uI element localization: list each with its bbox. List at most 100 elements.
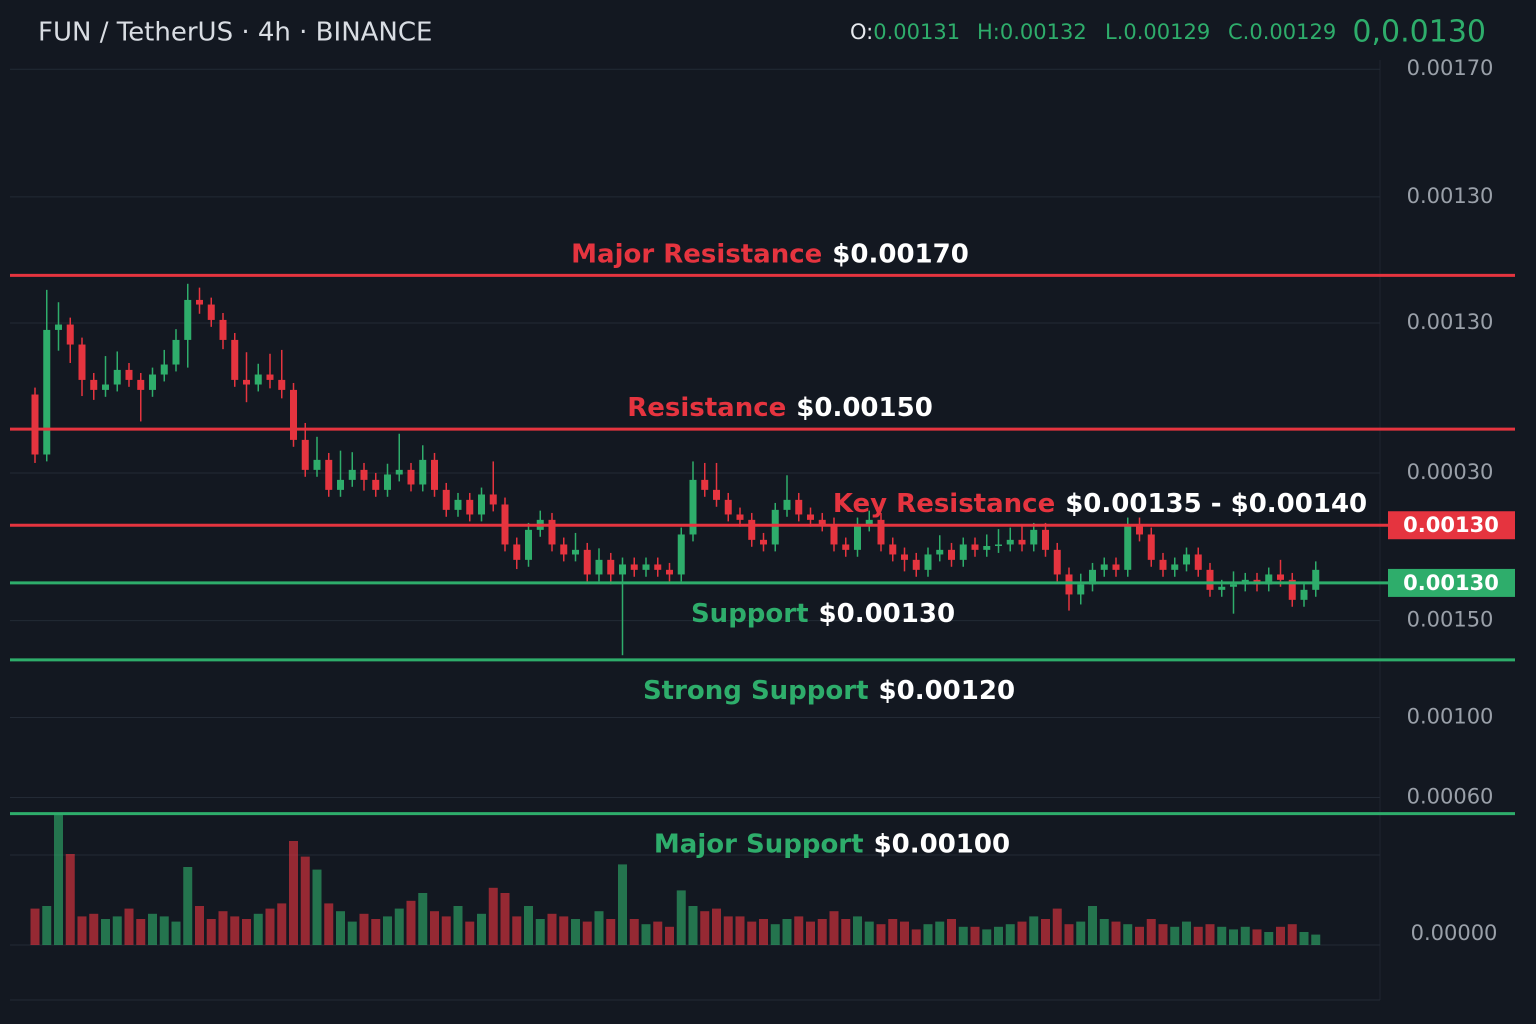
candle-body [1183,554,1190,565]
volume-bar [54,815,63,945]
candle-body [595,559,603,575]
volume-bar [524,906,533,945]
price-tag [1388,511,1515,540]
volume-bar [1193,926,1203,945]
ohlc-legend: O:0.00131 [850,20,960,44]
candle-body [865,519,873,525]
candle-body [901,554,908,560]
candle-body [1277,574,1284,580]
volume-bar [324,903,334,945]
volume-bar [1052,908,1062,945]
volume-bar [1029,916,1039,945]
level-name: Support [691,598,809,628]
level-price: $0.00130 [819,598,956,628]
candle-body [1065,574,1073,595]
volume-bar [1041,919,1050,945]
candle-body [431,459,438,490]
candle-body [654,564,662,570]
y-tick-label: 0.00100 [1407,704,1494,728]
volume-bar [1299,932,1309,945]
volume-bar [641,924,651,945]
candle-body [583,549,591,575]
candle-body [1053,549,1061,575]
ohlc-key: C. [1228,20,1249,44]
volume-bar [183,867,193,945]
candle-body [419,459,427,485]
candle-body [666,569,673,575]
volume-bar [218,911,228,945]
candle-body [160,364,168,375]
volume-bar [994,926,1003,945]
level-price: $0.00100 [874,829,1011,859]
volume-bar [900,921,909,945]
volume-bar [1217,926,1227,945]
candle-body [337,479,344,490]
volume-bar [1182,921,1191,945]
volume-bar [347,921,357,945]
volume-bar [1064,924,1074,945]
volume-bar [465,921,475,945]
candle-body [795,499,803,515]
volume-bar [406,900,416,945]
volume-bar [65,854,75,945]
candle-body [137,379,145,390]
candle-body [701,479,709,490]
y-tick-label: 0.00030 [1407,460,1494,484]
candle-body [90,379,98,390]
candle-body [1089,569,1096,585]
candle-body [102,384,109,390]
volume-bar [206,919,216,945]
volume-bar [794,916,804,945]
volume-bar [700,911,710,945]
ohlc-key: O: [850,20,873,44]
candle-body [525,529,532,560]
y-tick-label: 0.00130 [1407,184,1494,208]
candle-body [290,389,297,440]
candle-body [971,544,979,550]
y-tick-label: 0.00130 [1407,310,1494,334]
candle-body [31,394,39,455]
candle-body [995,544,1002,547]
candle-body [348,469,356,480]
candle-body [959,544,967,560]
candle-body [771,509,779,545]
level-name: Strong Support [643,675,869,705]
candle-body [1265,574,1273,585]
candle-body [948,549,955,560]
volume-bar [430,911,439,945]
candle-body [936,549,944,555]
ohlc-value: 0.00129 [1123,20,1210,44]
candle-body [466,499,474,515]
volume-bar [1099,919,1109,945]
level-price: $0.00170 [832,239,969,269]
volume-bar [1229,929,1238,945]
volume-bar [1076,921,1086,945]
volume-bar [712,908,721,945]
candle-body [219,319,227,340]
volume-bar [253,913,263,945]
volume-bar [1123,924,1133,945]
candle-body [760,539,767,545]
ohlc-legend: H:0.00132 [977,20,1087,44]
candle-body [384,474,391,490]
level-label: Support $0.00130 [691,598,955,628]
last-price: 0,0.0130 [1352,15,1486,50]
volume-bar [383,916,392,945]
candle-body [1042,529,1049,550]
level-label: Key Resistance $0.00135 - $0.00140 [833,489,1367,519]
y-tick-label: 0.00060 [1407,784,1494,808]
candle-body [407,469,415,485]
candle-body [1300,589,1308,600]
volume-bar [547,913,557,945]
candle-body [1171,564,1179,570]
candle-body [912,559,920,570]
candle-body [689,479,697,535]
candle-body [1018,539,1026,545]
volume-bar [665,926,674,945]
candle-body [783,499,791,510]
candle-body [243,379,250,385]
volume-bar [958,926,968,945]
volume-bar [101,919,110,945]
volume-bar [759,919,768,945]
volume-bar [935,921,945,945]
